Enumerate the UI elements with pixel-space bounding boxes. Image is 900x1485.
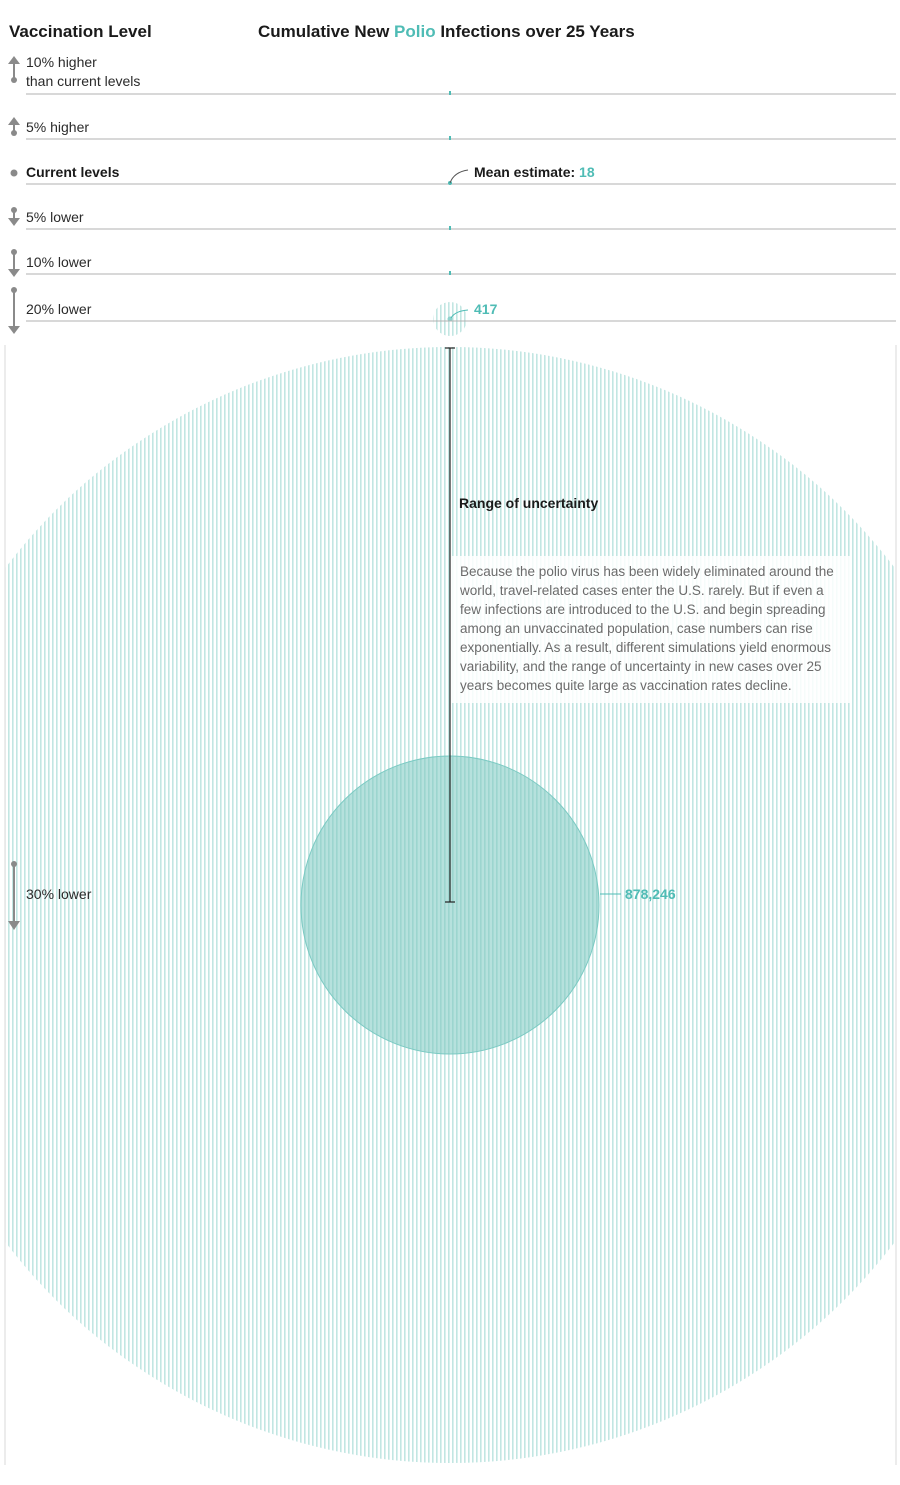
direction-arrows [8, 56, 20, 930]
value-20-lower-leader [450, 309, 469, 319]
value-20-lower: 417 [474, 301, 498, 317]
row-label-20-lower: 20% lower [26, 301, 92, 317]
chart-title-highlight: Polio [394, 22, 436, 41]
row-label-current: Current levels [26, 164, 120, 180]
uncertainty-range-bracket [445, 347, 455, 903]
arrow-down-20-lower-icon [8, 287, 20, 334]
row-label-10-higher-line2: than current levels [26, 73, 140, 89]
chart-title: Cumulative New Polio Infections over 25 … [258, 22, 635, 41]
row-labels: 10% higher than current levels 5% higher… [26, 54, 140, 902]
mean-estimate-annotation: Mean estimate: 18 [474, 164, 595, 180]
uncertainty-note: Because the polio virus has been widely … [452, 556, 850, 703]
dot-current-icon [10, 169, 18, 177]
mean-estimate-leader [449, 169, 469, 184]
value-30-lower: 878,246 [625, 886, 676, 902]
uncertainty-title: Range of uncertainty [459, 495, 598, 511]
marker-5-lower [449, 226, 451, 230]
arrow-up-10-higher-icon [8, 56, 20, 83]
row-label-5-lower: 5% lower [26, 209, 84, 225]
marker-10-lower [449, 271, 451, 275]
arrow-up-5-higher-icon [8, 117, 20, 136]
row-rules [26, 93, 896, 322]
mean-estimate-label: Mean estimate: [474, 164, 579, 180]
row-label-10-higher-line1: 10% higher [26, 54, 97, 70]
arrow-down-30-lower-icon [8, 861, 20, 930]
chart-title-suffix: Infections over 25 Years [436, 22, 635, 41]
marker-5-higher [449, 136, 451, 140]
row-label-5-higher: 5% higher [26, 119, 89, 135]
arrow-down-5-lower-icon [8, 207, 20, 226]
chart-title-prefix: Cumulative New [258, 22, 394, 41]
mean-estimate-value: 18 [579, 164, 595, 180]
row-label-30-lower: 30% lower [26, 886, 92, 902]
row-header: Vaccination Level [9, 22, 152, 41]
arrow-down-10-lower-icon [8, 249, 20, 277]
row-label-10-lower: 10% lower [26, 254, 92, 270]
marker-10-higher [449, 91, 451, 95]
